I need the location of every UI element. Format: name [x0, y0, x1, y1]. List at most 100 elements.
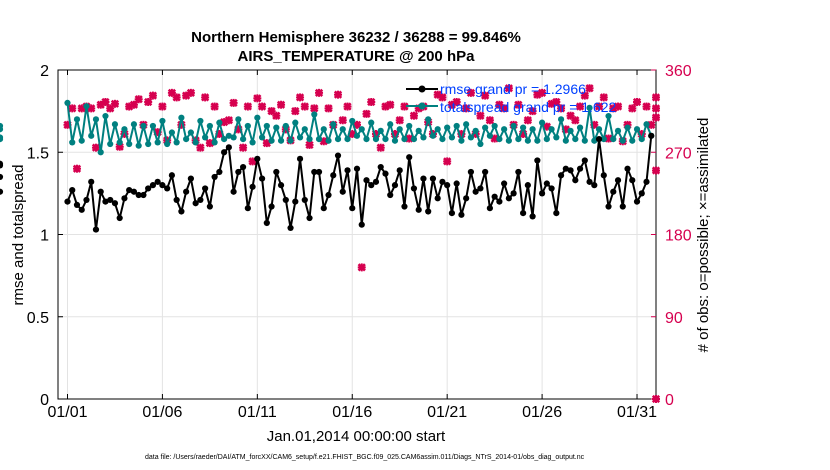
obs-assimilated-point	[229, 98, 238, 108]
totalspread-point	[140, 122, 147, 130]
rmse-point	[0, 188, 4, 195]
rmse-point	[254, 155, 261, 162]
obs-assimilated-point	[272, 111, 281, 120]
rmse-point	[458, 211, 465, 218]
obs-assimilated-point	[91, 143, 101, 152]
rmse-point	[315, 168, 323, 176]
rmse-point	[216, 168, 223, 176]
totalspread-point	[183, 135, 190, 143]
totalspread-point	[173, 139, 180, 146]
rmse-point	[567, 167, 574, 174]
rmse-point	[192, 200, 199, 207]
obs-assimilated-point	[295, 93, 305, 102]
obs-assimilated-point	[466, 88, 476, 97]
totalspread-point	[287, 137, 294, 144]
totalspread-point	[230, 134, 237, 141]
obs-assimilated-point	[158, 102, 167, 111]
totalspread-point	[420, 134, 427, 141]
totalspread-point	[458, 137, 465, 144]
x-tick-label: 01/11	[238, 404, 277, 421]
totalspread-point	[429, 132, 437, 139]
rmse-point	[140, 191, 147, 199]
totalspread-point	[624, 124, 631, 131]
y-tick-label: 0.5	[27, 310, 49, 327]
rmse-point	[610, 188, 617, 195]
totalspread-point	[107, 140, 114, 148]
data-file-footnote: data file: /Users/raeder/DAI/ATM_forcXX/…	[145, 454, 585, 461]
obs-assimilated-point	[523, 116, 532, 125]
obs-assimilated-point	[172, 93, 181, 102]
obs-assimilated-point	[599, 93, 608, 102]
totalspread-point	[410, 135, 418, 143]
obs-assimilated-point	[400, 102, 409, 111]
x-tick-label: 01/21	[427, 404, 467, 421]
rmse-point	[116, 214, 123, 222]
totalspread-point	[320, 126, 327, 133]
rmse-point	[235, 168, 242, 176]
rmse-point	[173, 196, 180, 204]
rmse-point	[368, 182, 375, 189]
rmse-point	[453, 180, 460, 187]
totalspread-point	[368, 119, 375, 126]
rmse-point	[73, 201, 81, 208]
totalspread-point	[296, 134, 304, 141]
obs-assimilated-point	[651, 166, 661, 175]
totalspread-point	[510, 122, 517, 130]
rmse-point	[97, 188, 104, 195]
obs-assimilated-point	[504, 84, 513, 93]
rmse-point	[425, 208, 432, 215]
rmse-point	[372, 178, 380, 185]
totalspread-point	[505, 137, 512, 144]
totalspread-point	[315, 135, 323, 143]
y-tick-label-right: 90	[665, 310, 683, 327]
x-axis-label: Jan.01,2014 00:00:00 start	[267, 428, 446, 445]
obs-assimilated-point	[409, 111, 419, 120]
obs-assimilated-point	[243, 102, 252, 111]
totalspread-point	[453, 122, 460, 130]
rmse-point	[420, 175, 427, 182]
rmse-point	[301, 196, 308, 204]
obs-assimilated-point	[310, 104, 319, 113]
totalspread-point	[501, 126, 508, 133]
rmse-point	[111, 200, 119, 207]
totalspread-point	[244, 122, 251, 130]
rmse-point	[183, 188, 190, 195]
totalspread-point	[282, 122, 289, 130]
totalspread-point	[524, 137, 531, 144]
y-tick-label: 0	[40, 392, 49, 409]
totalspread-point	[377, 127, 384, 134]
totalspread-point	[482, 124, 489, 131]
rmse-point	[619, 203, 626, 210]
rmse-point	[92, 226, 100, 233]
rmse-point	[633, 198, 641, 205]
totalspread-point	[178, 114, 185, 121]
obs-assimilated-point	[201, 93, 210, 102]
obs-assimilated-point	[452, 97, 461, 107]
rmse-point	[605, 203, 612, 210]
rmse-point	[221, 149, 228, 156]
rmse-point	[135, 191, 142, 199]
rmse-point	[358, 221, 365, 228]
totalspread-point	[235, 116, 242, 123]
totalspread-point	[164, 140, 171, 148]
legend: rmse grand pr = 1.2966 totalspread grand…	[406, 81, 617, 115]
y-tick-label: 1	[40, 228, 49, 245]
rmse-point	[648, 132, 655, 139]
rmse-point	[572, 177, 579, 184]
rmse-point	[311, 168, 318, 176]
obs-assimilated-point	[613, 102, 623, 111]
totalspread-point	[168, 129, 176, 136]
rmse-point	[410, 185, 418, 192]
totalspread-point	[202, 134, 209, 141]
totalspread-point	[192, 139, 199, 146]
rmse-point	[121, 195, 128, 202]
totalspread-point	[534, 137, 541, 144]
totalspread-point	[154, 139, 161, 146]
obs-assimilated-point	[485, 116, 495, 125]
totalspread-point	[425, 116, 432, 123]
rmse-point	[600, 172, 607, 179]
totalspread-point	[553, 134, 560, 141]
x-axis: 01/01 01/06 01/11 01/16 01/21 01/26 01/31	[47, 70, 657, 421]
totalspread-point	[64, 99, 71, 106]
x-tick-label: 01/26	[522, 404, 562, 421]
